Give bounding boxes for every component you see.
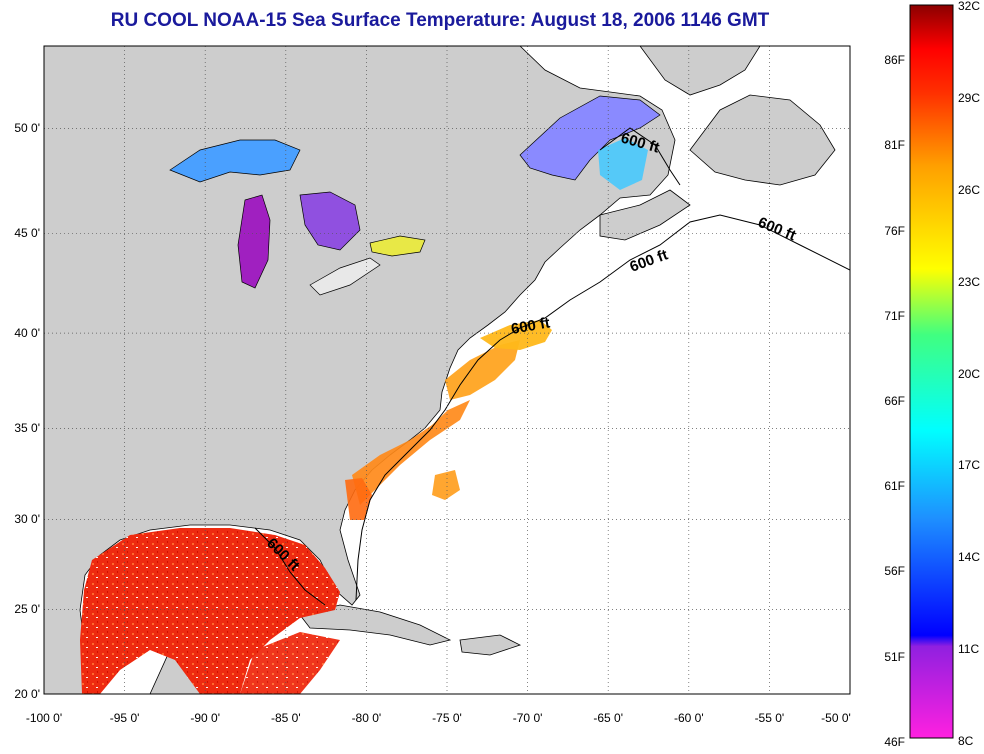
y-tick-label: 45 0'	[14, 226, 40, 240]
grid-lines	[44, 46, 850, 694]
y-tick-label: 25 0'	[14, 602, 40, 616]
colorbar	[909, 4, 954, 739]
colorbar-f-label: 71F	[884, 309, 905, 323]
x-tick-label: -100 0'	[26, 711, 62, 725]
isobath-600ft-gulf	[254, 527, 326, 606]
x-tick-label: -75 0'	[432, 711, 462, 725]
colorbar-c-label: 29C	[958, 91, 980, 105]
x-tick-label: -55 0'	[755, 711, 785, 725]
x-tick-label: -95 0'	[110, 711, 140, 725]
colorbar-f-label: 81F	[884, 138, 905, 152]
colorbar-c-label: 26C	[958, 183, 980, 197]
colorbar-f-label: 66F	[884, 394, 905, 408]
st-lawrence-estuary	[519, 95, 661, 181]
x-tick-label: -85 0'	[271, 711, 301, 725]
colorbar-f-label: 51F	[884, 650, 905, 664]
isobath-label: 600 ft	[510, 314, 552, 338]
sst-florida-east	[345, 478, 372, 520]
y-tick-label: 30 0'	[14, 512, 40, 526]
colorbar-f-label: 56F	[884, 564, 905, 578]
sst-mid-atlantic-bight	[480, 320, 552, 350]
y-axis-ticks: 20 0' 25 0' 30 0' 35 0' 40 0' 45 0' 50 0…	[14, 121, 40, 701]
isobath-600ft	[355, 214, 850, 601]
x-tick-label: -80 0'	[352, 711, 382, 725]
x-tick-label: -90 0'	[190, 711, 220, 725]
plot-frame	[43, 45, 851, 695]
y-tick-label: 20 0'	[14, 687, 40, 701]
x-axis-ticks: -100 0' -95 0' -90 0' -85 0' -80 0' -75 …	[26, 711, 851, 725]
sst-florida-south	[432, 470, 460, 500]
sst-gulf-stream-south	[352, 400, 470, 505]
y-tick-label: 35 0'	[14, 421, 40, 435]
colorbar-c-label: 23C	[958, 275, 980, 289]
lake-ontario	[369, 235, 426, 257]
land-mass	[44, 46, 676, 694]
sst-caribbean	[240, 632, 340, 694]
y-tick-label: 50 0'	[14, 121, 40, 135]
colorbar-c-label: 32C	[958, 0, 980, 13]
land-nova-scotia	[599, 189, 691, 241]
land-cuba	[299, 604, 452, 646]
colorbar-f-label: 86F	[884, 53, 905, 67]
colorbar-f-label: 61F	[884, 479, 905, 493]
land-labrador	[639, 46, 761, 96]
x-tick-label: -65 0'	[593, 711, 623, 725]
gulf-st-lawrence-sst	[598, 138, 648, 190]
colorbar-f-label: 76F	[884, 224, 905, 238]
colorbar-c-label: 14C	[958, 550, 980, 564]
y-tick-label: 40 0'	[14, 326, 40, 340]
colorbar-c-label: 17C	[958, 458, 980, 472]
sst-gulf-of-mexico	[80, 528, 340, 694]
land-hispaniola	[459, 634, 522, 656]
x-tick-label: -50 0'	[821, 711, 851, 725]
lake-michigan	[237, 194, 271, 289]
x-tick-label: -60 0'	[674, 711, 704, 725]
colorbar-c-label: 20C	[958, 367, 980, 381]
isobath-600ft-gulf-stlawrence	[599, 127, 681, 186]
colorbar-c-labels: 32C 29C 26C 23C 20C 17C 14C 11C 8C	[958, 0, 980, 748]
land-newfoundland	[689, 94, 836, 186]
sst-gulf-stream-mid	[445, 340, 520, 400]
colorbar-c-label: 11C	[958, 642, 979, 656]
colorbar-f-labels: 86F 81F 76F 71F 66F 61F 56F 51F 46F	[884, 53, 905, 749]
x-tick-label: -70 0'	[513, 711, 543, 725]
lake-huron	[299, 191, 361, 251]
lake-superior	[169, 139, 301, 183]
lake-erie	[309, 257, 381, 296]
map-title: RU COOL NOAA-15 Sea Surface Temperature:…	[110, 10, 770, 31]
colorbar-c-label: 8C	[958, 734, 974, 748]
colorbar-f-label: 46F	[884, 735, 905, 749]
